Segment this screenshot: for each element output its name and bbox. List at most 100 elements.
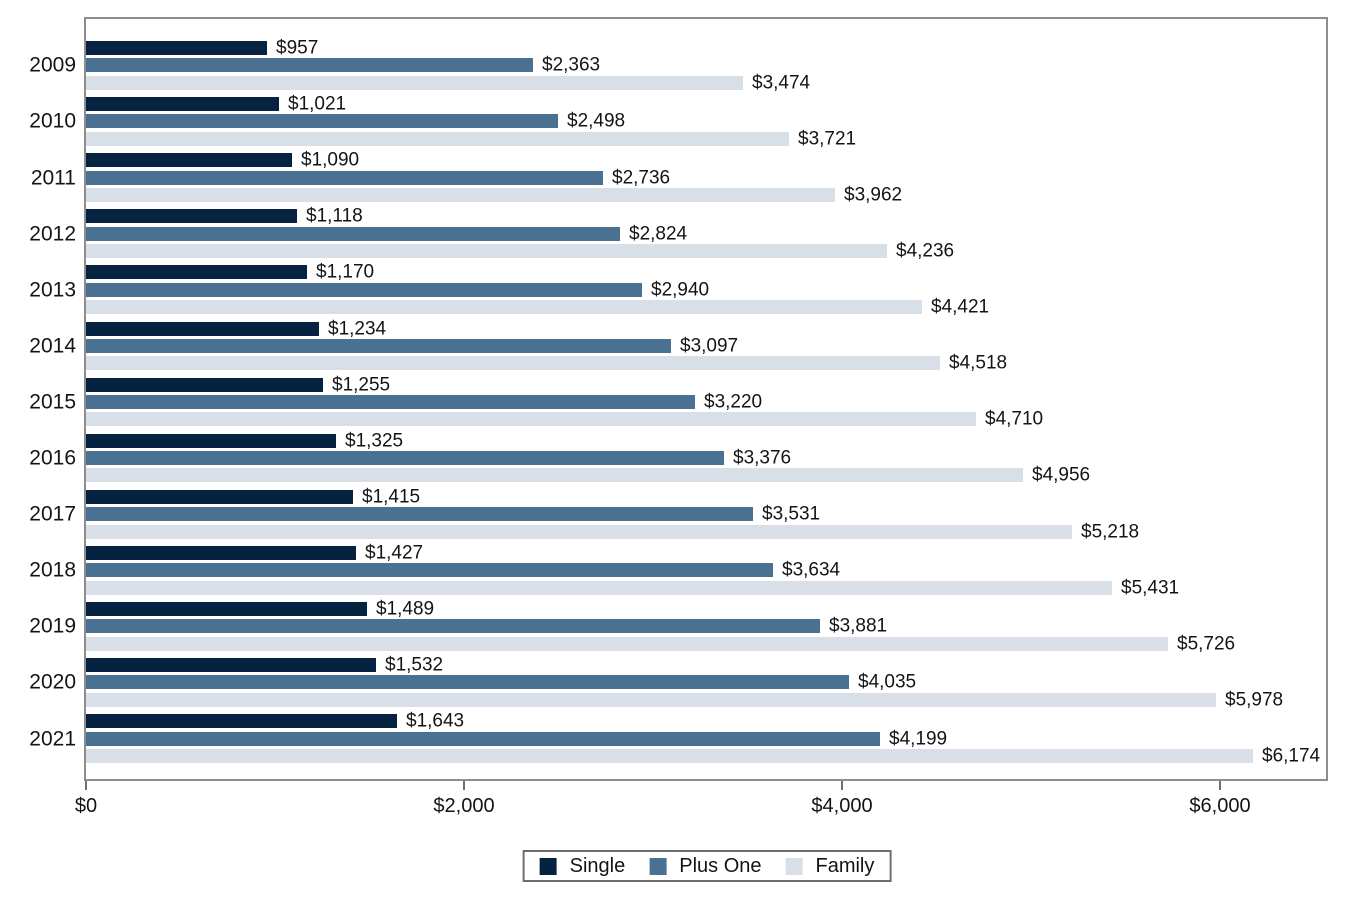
bar-family-2012 bbox=[86, 244, 887, 258]
bar-value-label: $3,474 bbox=[752, 72, 811, 94]
legend-label: Family bbox=[815, 855, 875, 877]
bar-value-label: $5,431 bbox=[1121, 577, 1180, 599]
bar-family-2017 bbox=[86, 524, 1072, 539]
bar-family-2011 bbox=[86, 187, 835, 202]
year-label: 2016 bbox=[29, 446, 76, 470]
year-label: 2012 bbox=[29, 222, 76, 246]
bar-value-label: $4,710 bbox=[985, 408, 1044, 430]
legend-item-single: Single bbox=[539, 855, 626, 877]
bar-value-label: $6,174 bbox=[1262, 745, 1321, 767]
bar-family-2021 bbox=[86, 748, 1253, 763]
bar-plus-one-2011 bbox=[86, 170, 603, 185]
x-tick-label: $2,000 bbox=[433, 795, 495, 817]
bar-value-label: $3,376 bbox=[733, 447, 792, 469]
bar-value-label: $4,035 bbox=[858, 671, 917, 693]
bar-single-2010 bbox=[86, 97, 279, 112]
year-label: 2009 bbox=[29, 53, 76, 77]
bar-value-label: $2,736 bbox=[612, 167, 671, 189]
x-tick bbox=[85, 781, 87, 790]
year-label: 2018 bbox=[29, 558, 76, 582]
year-label: 2011 bbox=[30, 166, 76, 190]
x-tick bbox=[1219, 781, 1221, 790]
bar-plus-one-2019 bbox=[86, 619, 820, 634]
legend-item-plus-one: Plus One bbox=[649, 856, 761, 876]
bar-value-label: $2,498 bbox=[567, 110, 626, 132]
bar-value-label: $4,421 bbox=[931, 296, 990, 318]
bar-family-2016 bbox=[86, 468, 1023, 483]
bar-family-2013 bbox=[86, 300, 922, 315]
bar-single-2012 bbox=[86, 209, 297, 224]
bar-family-2018 bbox=[86, 580, 1112, 595]
bar-value-label: $3,634 bbox=[782, 559, 841, 581]
bar-value-label: $2,824 bbox=[629, 223, 688, 245]
bar-value-label: $3,721 bbox=[798, 128, 857, 150]
x-tick-label: $0 bbox=[74, 795, 98, 817]
bar-single-2017 bbox=[86, 489, 353, 504]
x-tick bbox=[841, 781, 843, 790]
bar-value-label: $1,643 bbox=[406, 710, 465, 732]
bar-single-2020 bbox=[86, 658, 376, 673]
bar-plus-one-2009 bbox=[86, 58, 533, 73]
bar-plus-one-2010 bbox=[86, 114, 558, 129]
legend-label: Single bbox=[569, 855, 626, 877]
bar-plus-one-2012 bbox=[86, 226, 620, 241]
bar-value-label: $1,021 bbox=[288, 93, 347, 115]
year-label: 2013 bbox=[29, 278, 76, 302]
bar-value-label: $4,518 bbox=[949, 352, 1008, 374]
bar-value-label: $1,532 bbox=[385, 654, 444, 676]
bar-family-2019 bbox=[86, 636, 1168, 651]
bar-value-label: $3,531 bbox=[762, 503, 821, 525]
bar-family-2014 bbox=[86, 356, 940, 371]
single-swatch-icon bbox=[539, 857, 557, 875]
year-label: 2020 bbox=[29, 670, 76, 694]
bar-value-label: $5,726 bbox=[1177, 633, 1236, 655]
bar-single-2011 bbox=[86, 153, 292, 168]
bar-value-label: $1,118 bbox=[306, 205, 363, 227]
bar-value-label: $957 bbox=[276, 37, 319, 59]
bar-single-2018 bbox=[86, 545, 356, 560]
bar-single-2013 bbox=[86, 265, 307, 280]
bar-value-label: $4,956 bbox=[1032, 464, 1091, 486]
x-tick-label: $4,000 bbox=[811, 795, 873, 817]
bar-value-label: $3,220 bbox=[704, 391, 763, 413]
year-label: 2015 bbox=[29, 390, 76, 414]
bar-value-label: $1,427 bbox=[365, 542, 424, 564]
bar-single-2016 bbox=[86, 433, 336, 448]
bar-value-label: $3,962 bbox=[844, 184, 903, 206]
bar-value-label: $4,199 bbox=[889, 728, 948, 750]
bar-single-2014 bbox=[86, 321, 319, 336]
bar-value-label: $2,940 bbox=[651, 279, 710, 301]
bar-family-2020 bbox=[86, 692, 1216, 707]
year-label: 2021 bbox=[29, 727, 76, 751]
bar-plus-one-2020 bbox=[86, 675, 849, 690]
y-axis: 2009 2010 2011 2012 2013 2014 2015 2016 2017 2018… bbox=[0, 0, 76, 900]
bar-value-label: $1,234 bbox=[328, 318, 387, 339]
bar-single-2015 bbox=[86, 377, 323, 392]
x-tick-label: $6,000 bbox=[1189, 795, 1251, 817]
bar-value-label: $5,218 bbox=[1081, 521, 1140, 542]
year-label: 2019 bbox=[29, 614, 76, 638]
legend-label: Plus One bbox=[679, 855, 762, 877]
plus-one-swatch-icon bbox=[649, 857, 667, 875]
bar-single-2009 bbox=[86, 41, 267, 55]
bar-family-2015 bbox=[86, 412, 976, 427]
year-label: 2017 bbox=[29, 502, 76, 526]
bar-plus-one-2015 bbox=[86, 394, 695, 409]
bar-value-label: $1,489 bbox=[376, 598, 435, 620]
year-label: 2010 bbox=[29, 109, 76, 133]
bar-value-label: $5,978 bbox=[1225, 689, 1284, 711]
bar-plus-one-2013 bbox=[86, 282, 642, 297]
bar-value-label: $3,097 bbox=[680, 335, 739, 357]
bar-value-label: $3,881 bbox=[829, 615, 888, 637]
bar-value-label: $4,236 bbox=[896, 240, 955, 262]
bar-value-label: $2,363 bbox=[542, 54, 601, 76]
family-swatch-icon bbox=[785, 857, 803, 875]
bar-plus-one-2017 bbox=[86, 507, 753, 522]
bar-value-label: $1,170 bbox=[316, 261, 375, 283]
bar-value-label: $1,415 bbox=[362, 486, 421, 508]
legend: Single Plus One Family bbox=[522, 850, 892, 882]
bar-plus-one-2021 bbox=[86, 731, 880, 746]
plot-area: $957 $2,363 $3,474 $1,021 $2,498 $3,721 $1,090… bbox=[84, 17, 1328, 781]
bar-single-2021 bbox=[86, 714, 397, 729]
